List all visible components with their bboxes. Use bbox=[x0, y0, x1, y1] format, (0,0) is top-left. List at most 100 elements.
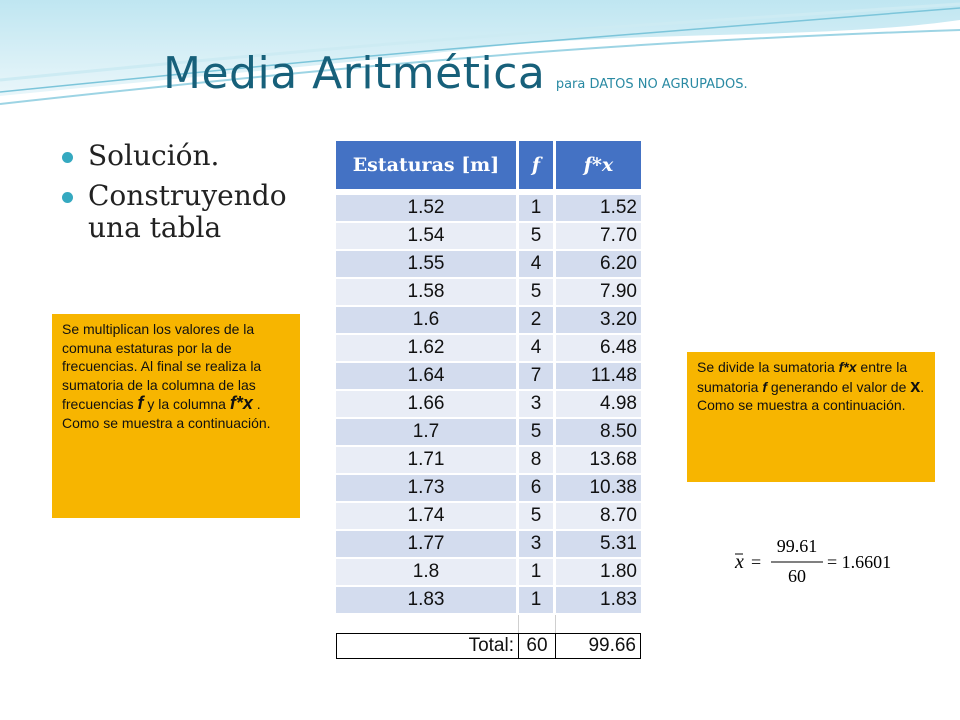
cell-total-f: 60 bbox=[519, 633, 556, 659]
cell-fx: 6.48 bbox=[556, 335, 641, 363]
cell-fx: 1.52 bbox=[556, 195, 641, 223]
cell-frecuencia: 3 bbox=[519, 531, 556, 559]
note-right-callout: Se divide la sumatoria f*x entre la suma… bbox=[687, 352, 935, 482]
cell-estatura: 1.71 bbox=[336, 447, 519, 475]
note-text: . Como se muestra a continuación. bbox=[62, 396, 271, 431]
cell-frecuencia: 1 bbox=[519, 559, 556, 587]
table-row: 1.66 3 4.98 bbox=[336, 391, 641, 419]
cell-frecuencia: 5 bbox=[519, 279, 556, 307]
cell-fx: 1.80 bbox=[556, 559, 641, 587]
cell-fx: 8.70 bbox=[556, 503, 641, 531]
cell-frecuencia: 4 bbox=[519, 335, 556, 363]
cell-estatura: 1.64 bbox=[336, 363, 519, 391]
note-symbol-x: x bbox=[910, 375, 921, 396]
bullet-list: Solución. Construyendo una tabla bbox=[62, 140, 312, 252]
mean-formula: x = 99.61 60 = 1.6601 bbox=[725, 520, 899, 590]
cell-frecuencia: 8 bbox=[519, 447, 556, 475]
table-row: 1.8 1 1.80 bbox=[336, 559, 641, 587]
cell-frecuencia: 5 bbox=[519, 503, 556, 531]
cell-fx: 5.31 bbox=[556, 531, 641, 559]
note-left-callout: Se multiplican los valores de la comuna … bbox=[52, 314, 300, 518]
cell-frecuencia: 6 bbox=[519, 475, 556, 503]
cell-estatura: 1.62 bbox=[336, 335, 519, 363]
note-symbol-fx: f*x bbox=[838, 359, 857, 375]
formula-x: x bbox=[734, 551, 744, 573]
table-total-row: Total: 60 99.66 bbox=[336, 633, 641, 659]
note-text: generando el valor de bbox=[767, 378, 911, 395]
cell-frecuencia: 5 bbox=[519, 419, 556, 447]
header-fx: f*x bbox=[556, 141, 641, 189]
note-symbol-f: f bbox=[137, 393, 144, 413]
table-blank-row bbox=[336, 615, 641, 633]
note-symbol-f: f bbox=[762, 378, 768, 395]
cell-estatura: 1.8 bbox=[336, 559, 519, 587]
table-row: 1.74 5 8.70 bbox=[336, 503, 641, 531]
cell-estatura: 1.66 bbox=[336, 391, 519, 419]
cell-fx: 8.50 bbox=[556, 419, 641, 447]
cell-total-label: Total: bbox=[336, 633, 519, 659]
cell-estatura: 1.54 bbox=[336, 223, 519, 251]
cell-fx: 13.68 bbox=[556, 447, 641, 475]
cell-fx: 3.20 bbox=[556, 307, 641, 335]
cell-fx: 7.70 bbox=[556, 223, 641, 251]
cell-total-fx: 99.66 bbox=[556, 633, 641, 659]
bullet-dot-icon bbox=[62, 152, 73, 163]
table-row: 1.71 8 13.68 bbox=[336, 447, 641, 475]
cell-estatura: 1.74 bbox=[336, 503, 519, 531]
table-row: 1.64 7 11.48 bbox=[336, 363, 641, 391]
cell-estatura: 1.6 bbox=[336, 307, 519, 335]
table-row: 1.55 4 6.20 bbox=[336, 251, 641, 279]
cell-frecuencia: 1 bbox=[519, 195, 556, 223]
table-spacer bbox=[336, 189, 641, 195]
cell-frecuencia: 2 bbox=[519, 307, 556, 335]
cell-estatura: 1.77 bbox=[336, 531, 519, 559]
bullet-item: Solución. bbox=[62, 140, 312, 172]
cell-fx: 4.98 bbox=[556, 391, 641, 419]
note-text: y la columna bbox=[143, 396, 230, 412]
cell-fx: 10.38 bbox=[556, 475, 641, 503]
note-text: Se multiplican los valores de la comuna … bbox=[62, 321, 262, 412]
header-wave-decoration bbox=[0, 0, 960, 105]
cell-frecuencia: 3 bbox=[519, 391, 556, 419]
formula-graphic: x = 99.61 60 = 1.6601 bbox=[734, 536, 891, 586]
frequency-table: Estaturas [m] f f*x 1.52 1 1.52 1.54 5 7.70 1.… bbox=[336, 141, 641, 659]
table-row: 1.73 6 10.38 bbox=[336, 475, 641, 503]
note-symbol-fx: f*x bbox=[229, 393, 253, 413]
formula-equals: = bbox=[751, 552, 761, 572]
table-row: 1.77 3 5.31 bbox=[336, 531, 641, 559]
cell-frecuencia: 7 bbox=[519, 363, 556, 391]
table-row: 1.83 1 1.83 bbox=[336, 587, 641, 615]
cell-estatura: 1.55 bbox=[336, 251, 519, 279]
cell-estatura: 1.7 bbox=[336, 419, 519, 447]
title-main: Media Aritmética bbox=[163, 48, 546, 99]
cell-fx: 1.83 bbox=[556, 587, 641, 615]
cell-estatura: 1.83 bbox=[336, 587, 519, 615]
cell-frecuencia: 4 bbox=[519, 251, 556, 279]
cell-estatura: 1.52 bbox=[336, 195, 519, 223]
cell-estatura: 1.73 bbox=[336, 475, 519, 503]
cell-frecuencia: 5 bbox=[519, 223, 556, 251]
cell-frecuencia: 1 bbox=[519, 587, 556, 615]
bullet-text: Construyendo una tabla bbox=[88, 179, 287, 244]
table-row: 1.52 1 1.52 bbox=[336, 195, 641, 223]
table-row: 1.6 2 3.20 bbox=[336, 307, 641, 335]
table-row: 1.54 5 7.70 bbox=[336, 223, 641, 251]
note-text: Se divide la sumatoria bbox=[697, 359, 839, 375]
cell-fx: 7.90 bbox=[556, 279, 641, 307]
slide-title: Media Aritmética para DATOS NO AGRUPADOS… bbox=[163, 48, 748, 99]
table-body: 1.52 1 1.52 1.54 5 7.70 1.55 4 6.20 1.58 5 7.90 1.6 2… bbox=[336, 189, 641, 659]
table-row: 1.58 5 7.90 bbox=[336, 279, 641, 307]
cell-fx: 6.20 bbox=[556, 251, 641, 279]
note-text: . Como se muestra a continuación. bbox=[697, 378, 925, 414]
bullet-dot-icon bbox=[62, 192, 73, 203]
table-row: 1.62 4 6.48 bbox=[336, 335, 641, 363]
table-row: 1.7 5 8.50 bbox=[336, 419, 641, 447]
formula-numerator: 99.61 bbox=[777, 536, 818, 556]
header-estaturas: Estaturas [m] bbox=[336, 141, 519, 189]
title-subtitle: para DATOS NO AGRUPADOS. bbox=[555, 77, 748, 92]
header-f: f bbox=[519, 141, 556, 189]
bullet-item: Construyendo una tabla bbox=[62, 180, 312, 244]
cell-estatura: 1.58 bbox=[336, 279, 519, 307]
note-text: entre la sumatoria bbox=[697, 359, 908, 395]
cell-fx: 11.48 bbox=[556, 363, 641, 391]
